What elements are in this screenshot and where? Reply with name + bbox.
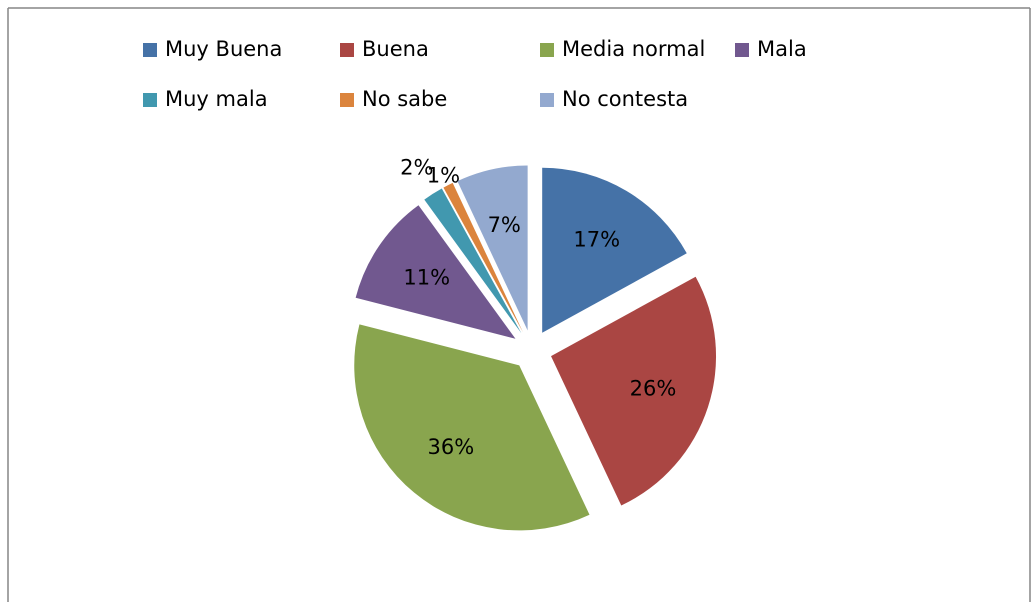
pie-slice [457, 165, 528, 331]
legend-label: Mala [757, 37, 807, 61]
legend-swatch [735, 43, 749, 57]
data-label: 11% [403, 265, 450, 289]
pie-slice [354, 324, 590, 531]
legend-swatch [340, 43, 354, 57]
legend-label: Buena [362, 37, 429, 61]
legend-swatch [340, 93, 354, 107]
legend-swatch [143, 93, 157, 107]
pie-slice [542, 167, 687, 333]
data-label: 1% [427, 163, 460, 187]
legend-label: No sabe [362, 87, 447, 111]
data-label: 17% [573, 227, 620, 251]
data-label: 36% [428, 435, 475, 459]
legend-swatch [540, 93, 554, 107]
pie-slice [551, 276, 717, 506]
pie-slice [424, 188, 522, 334]
data-label: 7% [488, 213, 521, 237]
legend-label: Muy mala [165, 87, 268, 111]
legend-swatch [540, 43, 554, 57]
legend-swatch [143, 43, 157, 57]
legend-label: Muy Buena [165, 37, 282, 61]
legend-label: Media normal [562, 37, 705, 61]
legend-label: No contesta [562, 87, 688, 111]
pie-slice [443, 182, 523, 333]
data-label: 2% [400, 155, 433, 179]
data-label: 26% [630, 376, 677, 400]
pie-slice [355, 205, 516, 339]
